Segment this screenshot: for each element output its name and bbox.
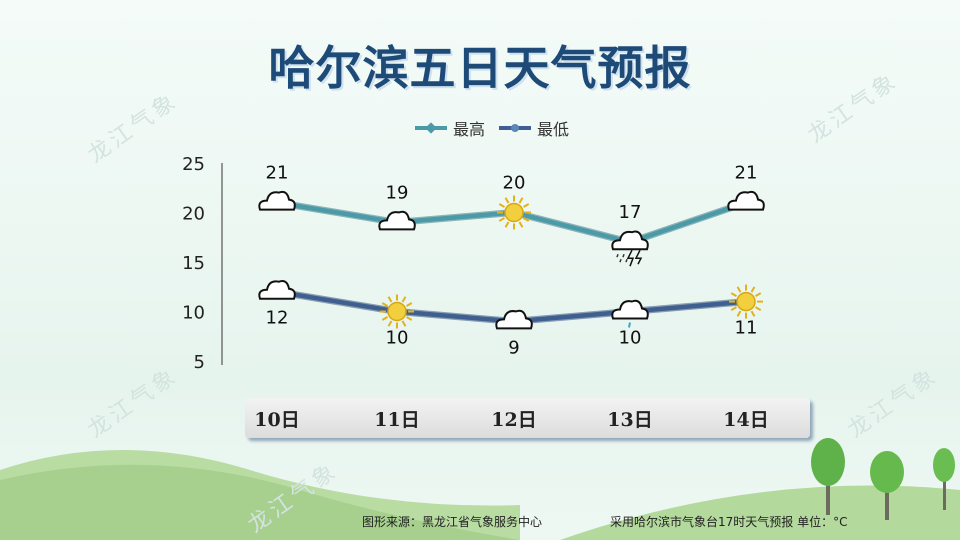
legend-label-high: 最高 [453,120,486,139]
data-label-high: 17 [619,202,642,223]
cloud-icon [378,210,416,231]
y-tick-label: 25 [182,154,205,175]
legend-item-high: 最高 [415,116,485,140]
hill-left-front [0,464,520,540]
tree-icon [933,448,955,510]
y-tick-label: 5 [194,352,205,373]
data-label-high: 21 [735,163,758,184]
sun-icon [729,284,763,319]
x-tick-label: 13日 [607,409,653,431]
legend: 最高 最低 [415,116,569,140]
y-tick-label: 20 [182,204,205,225]
cloud-icon [495,309,533,330]
page-title: 哈尔滨五日天气预报 [268,41,692,95]
cloud-icon [258,280,296,300]
hill-right [560,485,960,540]
data-label-high: 20 [503,173,526,194]
cloud-icon [727,190,765,211]
sun-icon [380,294,414,329]
legend-label-low: 最低 [537,120,570,139]
tree-icon [870,451,904,520]
legend-swatch-low [499,124,532,132]
data-label-low: 11 [735,318,758,339]
x-tick-label: 14日 [723,409,769,431]
sun-icon [497,195,531,230]
data-label-low: 10 [619,328,642,349]
data-label-low: 12 [266,308,289,329]
y-tick-label: 10 [182,303,205,324]
date-bar [245,398,810,438]
forecast-note: 采用哈尔滨市气象台17时天气预报 单位：°C [610,515,848,529]
cloud-icon [258,190,296,211]
legend-swatch-high [415,122,447,134]
data-label-high: 19 [386,182,409,203]
tree-icon [811,438,845,515]
x-tick-label: 11日 [374,409,420,431]
y-tick-label: 15 [182,253,205,274]
x-tick-label: 10日 [254,409,300,431]
source-credit: 图形来源：黑龙江省气象服务中心 [362,515,543,529]
x-tick-label: 12日 [491,409,537,431]
light-rain-icon [611,299,649,328]
data-label-low: 9 [508,337,519,358]
legend-item-low: 最低 [499,116,569,140]
data-label-low: 10 [386,328,409,349]
thunderstorm-icon [611,230,649,267]
data-label-high: 21 [266,163,289,184]
